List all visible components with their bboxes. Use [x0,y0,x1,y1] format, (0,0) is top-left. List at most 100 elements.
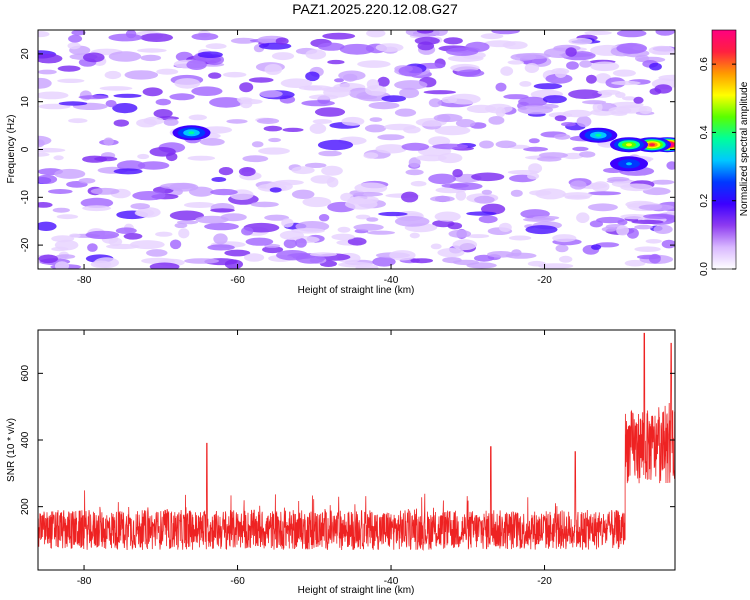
heatmap-cell [620,183,653,192]
colorbar-ticks: 0.0 0.2 0.4 0.6 [699,57,736,276]
heatmap-cell [238,167,256,177]
heatmap-cell [634,224,653,230]
heatmap-cell [365,85,387,96]
heatmap-cell [409,232,420,239]
heatmap-cell [242,155,269,163]
heatmap-cell [626,227,639,239]
heatmap-cell [90,187,120,195]
colorbar-tick-label: 0.2 [699,193,710,207]
heatmap-cell [587,203,618,212]
heatmap-cell [633,96,644,104]
heatmap-cell [210,208,235,213]
heatmap-cell [562,192,593,199]
heatmap-cell [471,172,505,182]
heatmap-cell [649,88,662,95]
heatmap-cell [414,36,440,45]
heatmap-cell [155,231,173,237]
heatmap-cell [178,228,190,239]
heatmap-cell [430,243,442,250]
heatmap-cell [38,152,50,157]
heatmap-cell [250,201,279,208]
heatmap-cell [223,71,247,78]
heatmap-cell [314,107,346,117]
heatmap-cell [524,63,540,73]
heatmap-cell [188,114,207,121]
heatmap-cell [431,30,448,36]
heatmap-cell [381,95,407,102]
heatmap-cell [169,210,204,221]
heatmap-cell [274,179,304,186]
heatmap-cell [304,162,327,168]
heatmap-cell [38,147,66,153]
heatmap-cell [452,169,463,178]
heatmap-cell [455,119,476,128]
heatmap-cell [432,143,468,150]
heatmap-cell [622,96,637,101]
heatmap-cell [511,249,522,257]
heatmap-cell [377,76,390,87]
heatmap-cell [568,89,603,99]
heatmap-cell [592,102,603,113]
heatmap-cell [183,202,216,208]
heatmap-cell [448,229,472,238]
heatmap-cell [99,86,133,91]
heatmap-cell [197,51,223,58]
heatmap-cell [195,215,229,224]
heatmap-cell [280,78,313,88]
heatmap-cell [566,61,579,70]
heatmap-cell [636,254,661,260]
heatmap-cell [57,78,85,84]
heatmap-cell [226,119,248,124]
heatmap-cell [108,51,142,62]
heatmap-cell [105,100,117,108]
heatmap-cell [643,213,675,219]
heatmap-cell [156,68,179,75]
heatmap-cell [213,233,228,245]
heatmap-cell [281,218,294,228]
heatmap-cell [428,98,442,108]
top-x-axis-label: Height of straight line (km) [298,285,415,296]
heatmap-cell [503,94,529,100]
heatmap-cell [447,93,481,105]
heatmap-cell [69,233,81,238]
heatmap-cell [368,101,400,110]
heatmap-cell [466,211,497,216]
heatmap-cell [653,224,673,234]
heatmap-cell [491,30,520,35]
heatmap-cell [528,138,540,144]
heatmap-cell [48,189,73,194]
heatmap-cell [533,83,563,90]
heatmap-cell [661,239,675,249]
heatmap-cell [302,196,332,208]
y-tick-label: 400 [20,431,31,448]
top-y-axis-label: Frequency (Hz) [6,115,17,184]
heatmap-cell [305,49,327,60]
heatmap-cell [80,197,114,208]
heatmap-cell [244,253,265,262]
heatmap-cell [608,106,632,115]
y-tick-label: 200 [20,498,31,515]
heatmap-cell [372,256,396,267]
heatmap-cell [262,246,284,254]
heatmap-cell [184,258,220,264]
heatmap-cell [132,191,166,201]
heatmap-cell [334,78,344,83]
heatmap-cell [108,33,143,42]
heatmap-cell [357,60,391,68]
heatmap-cell [570,180,587,190]
heatmap-cell [378,211,408,217]
colorbar-tick-label: 0.6 [699,57,710,71]
x-tick-label: -60 [230,275,245,286]
heatmap-cell [616,225,629,236]
colorbar-tick-label: 0.4 [699,125,710,139]
heatmap-cell [38,202,53,208]
heatmap-cell [441,183,469,189]
heatmap-peak [626,143,632,147]
heatmap-cell [576,116,592,127]
heatmap-cell [434,211,461,222]
heatmap-cell [495,82,507,92]
heatmap-cell [52,207,70,213]
heatmap-cell [479,140,494,149]
heatmap-cell [358,95,378,100]
heatmap-cell [256,118,280,124]
